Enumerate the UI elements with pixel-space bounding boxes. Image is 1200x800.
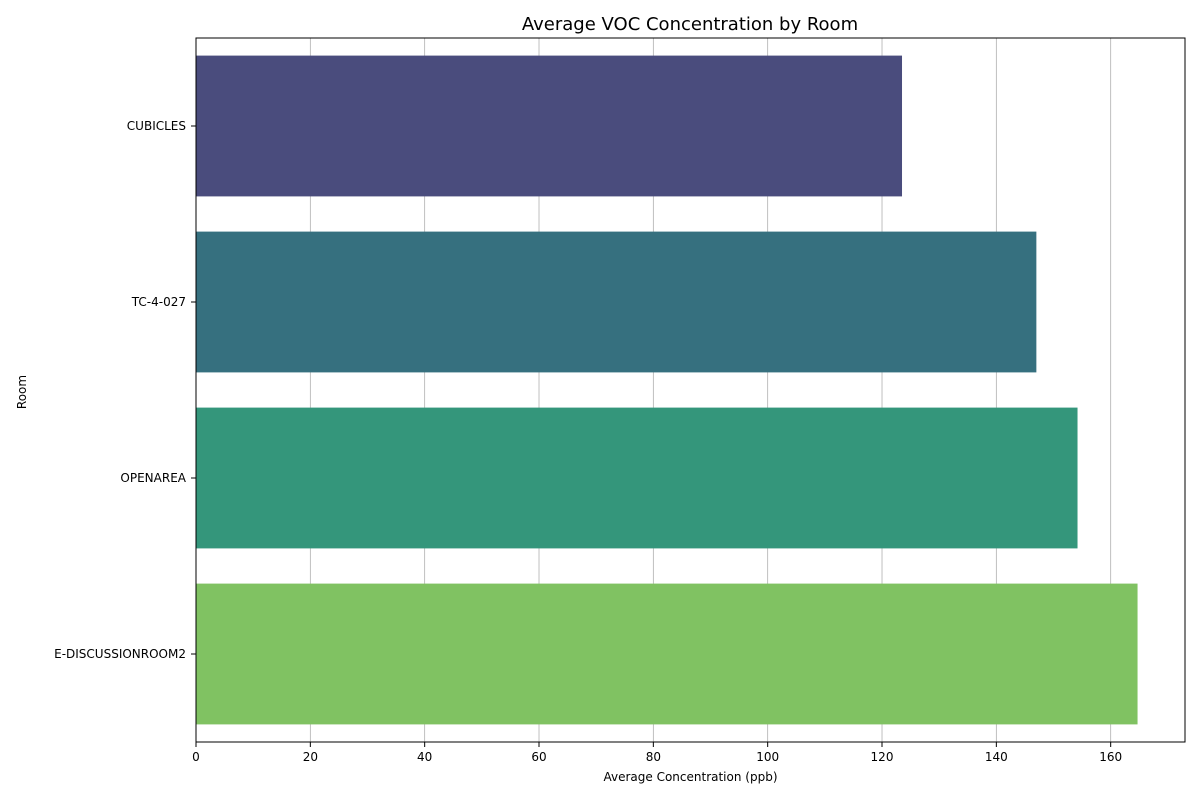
bar-tc-4-027 (196, 231, 1037, 373)
y-tick-label: CUBICLES (127, 119, 186, 133)
x-tick-label: 80 (646, 750, 661, 764)
x-tick-label: 120 (871, 750, 894, 764)
x-axis-ticks: 0 20 40 60 80 100 120 140 160 (192, 742, 1122, 764)
x-tick-label: 40 (417, 750, 432, 764)
plot-frame (195, 37, 1186, 743)
bar-openarea (196, 407, 1078, 549)
y-tick-label: OPENAREA (120, 471, 186, 485)
bar-e-discussionroom2 (196, 583, 1138, 725)
x-tick-label: 140 (985, 750, 1008, 764)
y-axis-ticks: CUBICLES TC-4-027 OPENAREA E-DISCUSSIONROOM… (54, 119, 196, 661)
x-tick-label: 20 (303, 750, 318, 764)
bar-layer (196, 55, 1138, 725)
x-tick-label: 0 (192, 750, 200, 764)
y-tick-label: TC-4-027 (131, 295, 186, 309)
x-tick-label: 60 (531, 750, 546, 764)
chart-title: Average VOC Concentration by Room (522, 14, 858, 35)
bar-cubicles (196, 55, 903, 197)
x-tick-label: 100 (756, 750, 779, 764)
x-axis-title: Average Concentration (ppb) (603, 770, 777, 784)
x-tick-label: 160 (1099, 750, 1122, 764)
y-axis-title: Room (15, 375, 29, 409)
y-tick-label: E-DISCUSSIONROOM2 (54, 647, 186, 661)
